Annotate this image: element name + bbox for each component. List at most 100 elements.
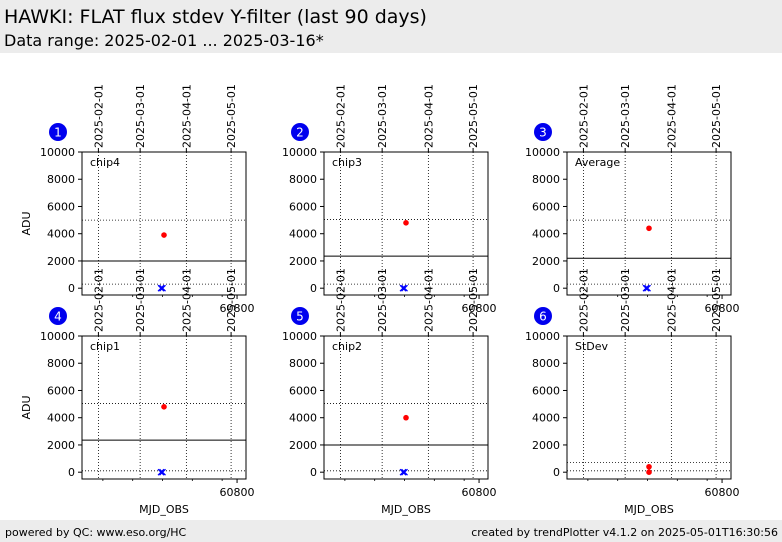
nominal-marker-stroke: [159, 468, 166, 476]
panel-badge: [49, 123, 67, 141]
y-tick-label: 4000: [289, 412, 317, 425]
nominal-marker: [401, 284, 408, 292]
y-tick-label: 0: [310, 466, 317, 479]
panel-badge-number: 4: [54, 310, 62, 324]
panel-badge-number: 2: [296, 126, 304, 140]
y-tick-label: 8000: [532, 357, 560, 370]
date-tick-label: 2025-03-01: [376, 84, 389, 148]
date-tick-label: 2025-05-01: [225, 84, 238, 148]
page-title: HAWKI: FLAT flux stdev Y-filter (last 90…: [4, 6, 427, 28]
y-tick-label: 2000: [289, 255, 317, 268]
panel-5: 0 2000 4000 6000 8000 10000 60800 2025-02-01 202…: [282, 268, 497, 516]
date-tick-label: 2025-04-01: [665, 268, 678, 332]
date-tick-label: 2025-03-01: [134, 84, 147, 148]
nominal-marker: [399, 284, 407, 292]
y-tick-label: 10000: [40, 330, 75, 343]
panel-label: StDev: [575, 340, 609, 353]
nominal-marker-stroke: [399, 468, 407, 476]
x-tick-label: 60800: [220, 486, 255, 499]
nominal-marker-stroke: [159, 284, 166, 292]
date-tick-label: 2025-04-01: [422, 268, 435, 332]
y-tick-label: 8000: [47, 173, 75, 186]
panel-badge: [49, 307, 67, 325]
x-tick-label: 60800: [705, 302, 740, 315]
date-tick-label: 2025-05-01: [467, 268, 480, 332]
axes-frame: [81, 151, 247, 296]
panel-label: chip2: [332, 340, 362, 353]
panel-badge: [291, 123, 309, 141]
date-tick-label: 2025-05-01: [467, 84, 480, 148]
date-tick-label: 2025-04-01: [665, 84, 678, 148]
data-point: [161, 232, 167, 238]
nominal-marker-stroke: [157, 468, 165, 476]
date-tick-label: 2025-04-01: [422, 84, 435, 148]
y-tick-label: 8000: [532, 173, 560, 186]
y-tick-label: 8000: [289, 173, 317, 186]
panel-1: 0 2000 4000 6000 8000 10000 60800 2025-02-01 202…: [20, 84, 255, 315]
data-range: Data range: 2025-02-01 ... 2025-03-16*: [4, 31, 324, 50]
nominal-marker: [399, 468, 407, 476]
panel-badge-number: 6: [539, 310, 547, 324]
date-tick-label: 2025-02-01: [577, 84, 590, 148]
y-tick-label: 0: [553, 466, 560, 479]
nominal-marker: [159, 468, 166, 476]
date-tick-label: 2025-02-01: [334, 268, 347, 332]
panel-badge-number: 3: [539, 126, 547, 140]
nominal-marker-stroke: [399, 284, 407, 292]
date-tick-label: 2025-04-01: [180, 84, 193, 148]
y-tick-label: 0: [553, 282, 560, 295]
y-tick-label: 2000: [47, 439, 75, 452]
x-axis-label: MJD_OBS: [139, 503, 189, 516]
x-tick-label: 60800: [705, 486, 740, 499]
footer-created-by: created by trendPlotter v4.1.2 on 2025-0…: [471, 526, 778, 539]
nominal-marker: [401, 468, 408, 476]
y-tick-label: 4000: [289, 228, 317, 241]
data-point: [161, 404, 167, 410]
y-tick-label: 8000: [47, 357, 75, 370]
axes-frame: [323, 151, 489, 296]
footer-powered-by: powered by QC: www.eso.org/HC: [5, 526, 187, 539]
axes-frame: [81, 335, 247, 480]
nominal-marker-stroke: [401, 468, 408, 476]
x-tick-label: 60800: [220, 302, 255, 315]
panel-2: 0 2000 4000 6000 8000 10000 60800 2025-02-01 202…: [282, 84, 497, 315]
panel-badge: [291, 307, 309, 325]
data-point: [646, 469, 652, 475]
y-tick-label: 10000: [525, 330, 560, 343]
x-axis-label: MJD_OBS: [624, 503, 674, 516]
nominal-marker: [159, 284, 166, 292]
y-tick-label: 2000: [47, 255, 75, 268]
panel-6: 0 2000 4000 6000 8000 10000 60800 2025-02-01 202…: [525, 268, 740, 516]
y-tick-label: 2000: [532, 255, 560, 268]
nominal-marker: [644, 284, 651, 292]
panel-badge-number: 1: [54, 126, 62, 140]
date-tick-label: 2025-03-01: [134, 268, 147, 332]
y-tick-label: 0: [68, 466, 75, 479]
nominal-marker: [642, 284, 650, 292]
y-tick-label: 4000: [532, 412, 560, 425]
y-tick-label: 10000: [40, 146, 75, 159]
nominal-marker: [157, 284, 165, 292]
data-point: [403, 414, 409, 421]
date-tick-label: 2025-05-01: [710, 268, 723, 332]
y-tick-label: 6000: [532, 200, 560, 213]
nominal-marker-stroke: [644, 284, 651, 292]
y-tick-label: 4000: [532, 228, 560, 241]
y-tick-label: 10000: [525, 146, 560, 159]
panel-label: chip1: [90, 340, 120, 353]
y-axis-label: ADU: [20, 395, 33, 419]
data-point: [403, 220, 409, 226]
nominal-marker: [157, 468, 165, 476]
page-footer: powered by QC: www.eso.org/HC created by…: [0, 520, 782, 542]
y-tick-label: 2000: [532, 439, 560, 452]
panel-label: Average: [575, 156, 620, 169]
x-tick-label: 60800: [462, 486, 497, 499]
panel-label: chip4: [90, 156, 120, 169]
panel-3: 0 2000 4000 6000 8000 10000 60800 2025-02-01 202…: [525, 84, 740, 315]
y-tick-label: 6000: [47, 384, 75, 397]
date-tick-label: 2025-02-01: [92, 84, 105, 148]
date-tick-label: 2025-03-01: [619, 268, 632, 332]
nominal-marker-stroke: [401, 284, 408, 292]
y-tick-label: 4000: [47, 228, 75, 241]
